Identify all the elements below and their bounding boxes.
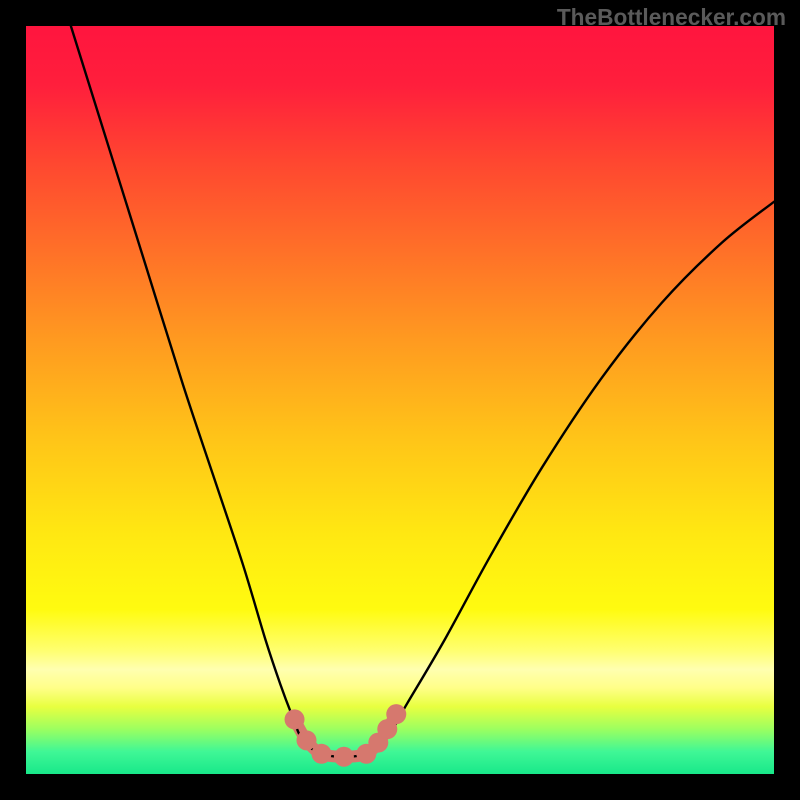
trough-marker-dot: [297, 730, 317, 750]
trough-marker-dot: [285, 709, 305, 729]
trough-marker-dot: [334, 747, 354, 767]
plot-area: [26, 26, 774, 774]
watermark-text: TheBottlenecker.com: [557, 4, 786, 31]
curve-layer: [26, 26, 774, 774]
trough-marker-dot: [311, 744, 331, 764]
trough-markers: [285, 704, 407, 767]
trough-marker-dot: [386, 704, 406, 724]
bottleneck-curve: [71, 26, 774, 757]
